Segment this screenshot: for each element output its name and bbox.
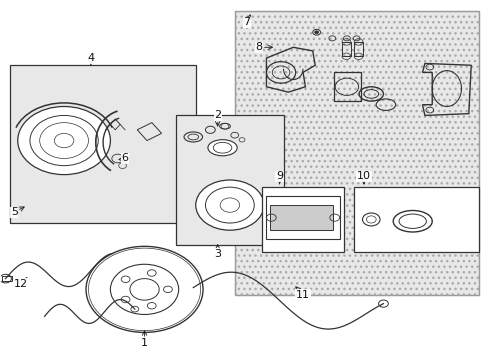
- Bar: [234, 12, 478, 295]
- Bar: [234, 12, 478, 295]
- Text: 4: 4: [87, 53, 94, 65]
- Bar: [341, 42, 350, 56]
- Text: 11: 11: [295, 287, 309, 300]
- Text: 3: 3: [214, 245, 221, 258]
- Text: 12: 12: [14, 277, 28, 289]
- Text: 6: 6: [119, 153, 128, 163]
- Bar: [261, 187, 344, 252]
- Text: 7: 7: [243, 15, 250, 27]
- Text: 8: 8: [255, 42, 272, 52]
- Text: 5: 5: [11, 207, 24, 217]
- Circle shape: [110, 264, 178, 315]
- Bar: [269, 205, 332, 230]
- Text: 2: 2: [214, 111, 221, 126]
- Text: 1: 1: [141, 331, 148, 348]
- Circle shape: [195, 180, 264, 230]
- Text: 9: 9: [276, 171, 283, 184]
- Bar: [1, 276, 12, 281]
- Bar: [10, 65, 195, 223]
- Bar: [353, 187, 478, 252]
- Text: 10: 10: [356, 171, 370, 184]
- Bar: [353, 42, 362, 56]
- Bar: [333, 72, 360, 101]
- Circle shape: [86, 246, 203, 332]
- Circle shape: [18, 107, 110, 175]
- Ellipse shape: [207, 140, 237, 156]
- Bar: [176, 116, 283, 244]
- Circle shape: [314, 31, 318, 34]
